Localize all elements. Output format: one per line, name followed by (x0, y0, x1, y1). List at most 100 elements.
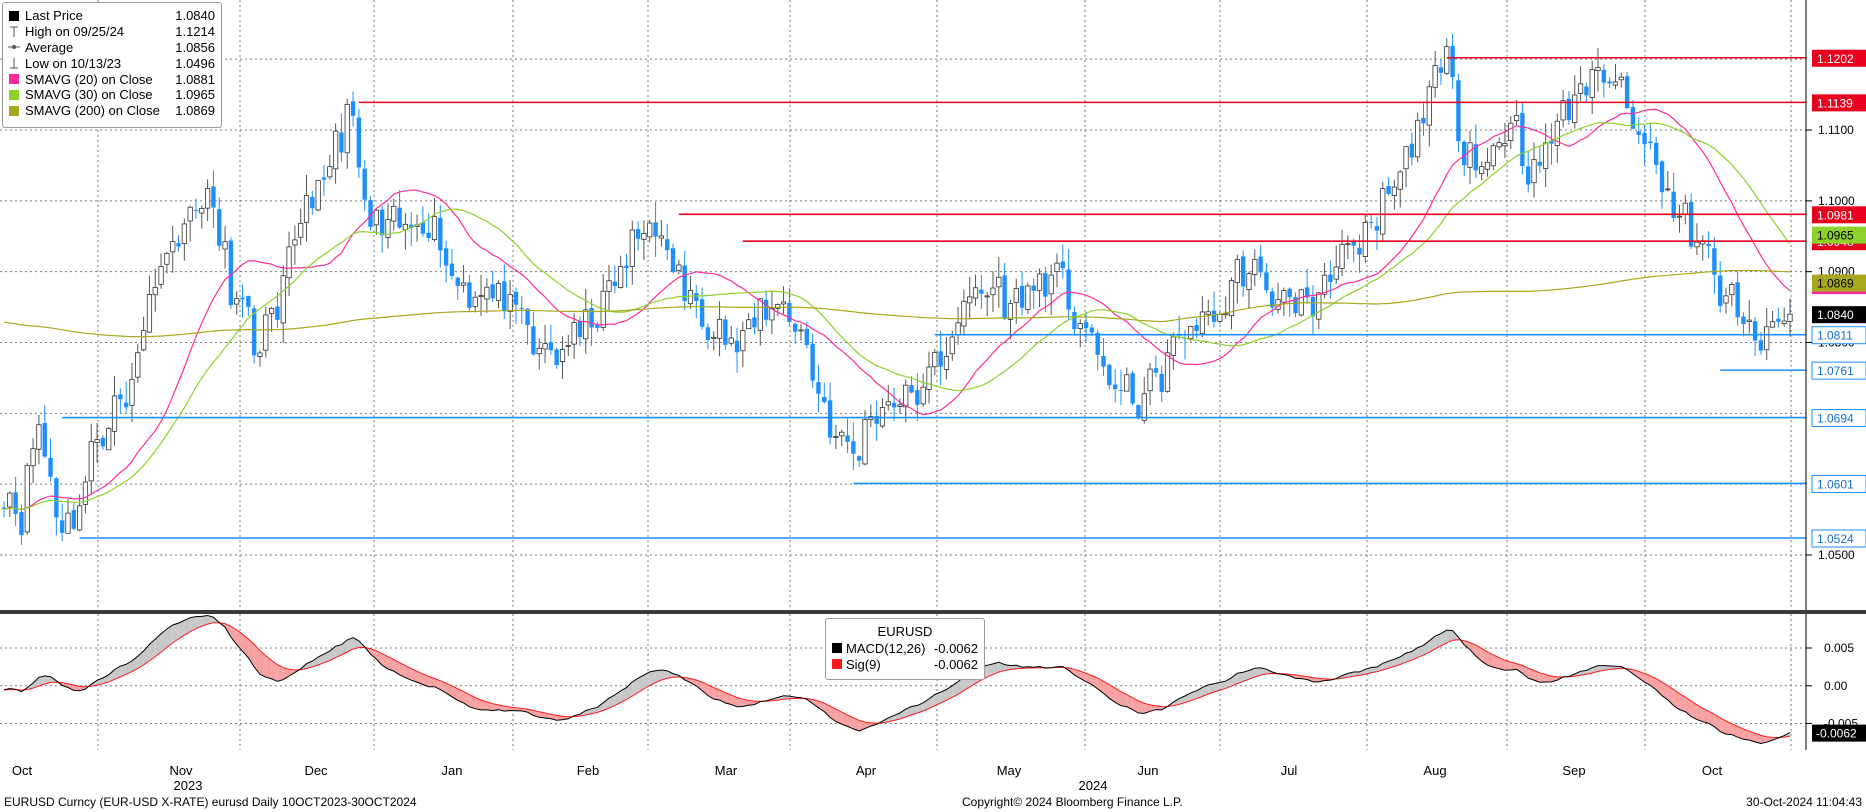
candle-up (1508, 122, 1514, 141)
candle-down (1473, 144, 1479, 171)
macd-fill (504, 706, 511, 712)
candle-up (373, 209, 379, 226)
month-label: Dec (304, 763, 328, 778)
candle-down (228, 240, 234, 306)
macd-fill (824, 703, 831, 718)
macd-price-tag-label: -0.0062 (1816, 727, 1857, 741)
candle-up (205, 188, 211, 209)
candle-up (1432, 65, 1438, 88)
signal-value: -0.0062 (933, 656, 978, 672)
macd-fill (952, 681, 959, 698)
candle-down (845, 435, 850, 442)
candle-down (1159, 373, 1164, 392)
candle-up (315, 180, 321, 211)
candle-up (1415, 119, 1421, 158)
macd-fill (609, 695, 615, 709)
candle-down (699, 299, 705, 327)
macd-fill (632, 678, 639, 696)
macd-fill (1580, 670, 1587, 676)
candle-down (810, 343, 815, 381)
macd-fill (1237, 672, 1244, 684)
macd-fill (417, 671, 423, 685)
price-tag (1811, 529, 1866, 548)
macd-fill (742, 699, 749, 707)
macd-fill (696, 679, 703, 691)
candle-up (484, 286, 490, 300)
candle-down (176, 243, 181, 247)
legend-filled-square-icon (7, 89, 21, 101)
price-tag-label: 1.0524 (1817, 532, 1854, 546)
candle-down (653, 222, 658, 237)
macd-fill (434, 678, 441, 690)
support-resistance-levels (62, 56, 1806, 539)
candle-down (763, 299, 769, 320)
candle-down (1130, 373, 1135, 404)
candle-up (1729, 284, 1735, 296)
candle-down (426, 232, 431, 238)
month-label: Apr (856, 763, 877, 778)
macd-fill (1504, 660, 1511, 671)
candle-down (246, 296, 251, 308)
month-label: Aug (1423, 763, 1446, 778)
candle-up (687, 289, 694, 305)
macd-fill (859, 720, 866, 731)
legend-high-marker-icon (7, 26, 21, 38)
candle-down (1526, 166, 1531, 185)
macd-fill (1638, 671, 1645, 683)
candle-down (1450, 45, 1455, 78)
macd-fill (865, 722, 871, 729)
candle-down (1456, 80, 1461, 142)
macd-fill (1225, 677, 1232, 689)
candle-down (310, 196, 315, 209)
candle-down (1118, 389, 1124, 391)
candle-up (1764, 326, 1770, 351)
candle-down (1328, 274, 1333, 282)
macd-fill (475, 697, 482, 710)
candle-up (1682, 202, 1688, 215)
candle-up (263, 314, 269, 351)
macd-fill (853, 717, 860, 731)
candle-down (1776, 318, 1781, 322)
macd-fill (1743, 729, 1750, 741)
signal-label: Sig(9) (846, 656, 881, 672)
macd-fill (306, 661, 313, 669)
candle-down (531, 326, 536, 355)
candle-up (460, 282, 467, 286)
candle-down (356, 117, 362, 168)
candle-down (368, 200, 373, 227)
candle-down (548, 342, 554, 351)
macd-fill (1202, 684, 1209, 697)
candle-up (82, 481, 89, 505)
candle-up (1781, 320, 1787, 324)
candle-up (1403, 146, 1409, 170)
candle-down (635, 229, 641, 239)
candle-up (1013, 288, 1019, 303)
macd-fill (1766, 736, 1773, 743)
candle-up (1589, 69, 1595, 98)
macd-legend-title: EURUSD (877, 624, 933, 639)
macd-fill (1481, 648, 1488, 666)
macd-fill (1260, 667, 1267, 676)
candle-up (1036, 273, 1043, 291)
sma-200-line (3, 269, 1791, 338)
candle-down (624, 265, 629, 269)
macd-fill (492, 703, 499, 711)
candle-down (1112, 384, 1118, 390)
candle-down (1293, 297, 1298, 314)
legend-value: 1.0496 (175, 55, 215, 71)
macd-fill (603, 698, 610, 711)
macd-fill (166, 625, 173, 648)
macd-fill (684, 677, 691, 683)
macd-fill (725, 692, 732, 705)
macd-fill (707, 684, 714, 699)
legend-filled-square-icon (7, 105, 21, 117)
candle-up (1484, 161, 1491, 170)
macd-fill (329, 646, 336, 661)
macd-fill (1487, 651, 1494, 668)
candle-up (303, 195, 310, 223)
legend-label: SMAVG (20) on Close (25, 71, 153, 87)
candle-up (955, 322, 961, 336)
candle-down (1351, 241, 1356, 246)
legend-value: 1.1214 (175, 24, 215, 40)
candle-up (1339, 243, 1345, 269)
